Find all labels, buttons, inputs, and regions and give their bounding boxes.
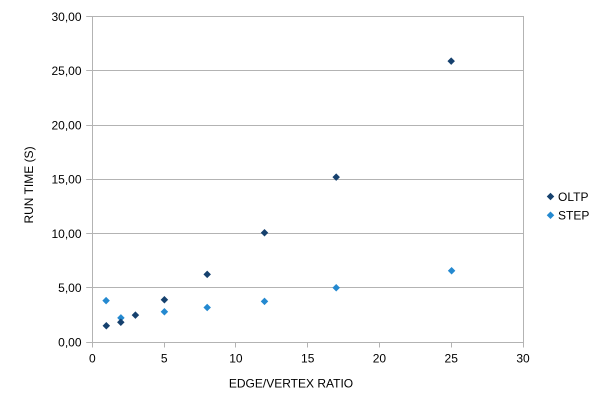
svg-text:10: 10 bbox=[229, 352, 243, 366]
svg-text:RUN TIME (S): RUN TIME (S) bbox=[22, 146, 36, 223]
svg-text:0: 0 bbox=[89, 352, 96, 366]
svg-text:20: 20 bbox=[373, 352, 387, 366]
svg-text:15: 15 bbox=[301, 352, 315, 366]
svg-text:EDGE/VERTEX RATIO: EDGE/VERTEX RATIO bbox=[229, 376, 353, 390]
svg-text:20,00: 20,00 bbox=[51, 118, 81, 132]
svg-text:0,00: 0,00 bbox=[58, 335, 82, 349]
svg-text:15,00: 15,00 bbox=[51, 173, 81, 187]
svg-text:25,00: 25,00 bbox=[51, 64, 81, 78]
svg-text:5,00: 5,00 bbox=[58, 281, 82, 295]
svg-text:10,00: 10,00 bbox=[51, 227, 81, 241]
svg-text:25: 25 bbox=[445, 352, 459, 366]
svg-text:30: 30 bbox=[516, 352, 530, 366]
svg-text:OLTP: OLTP bbox=[558, 190, 588, 204]
svg-text:5: 5 bbox=[161, 352, 168, 366]
svg-text:STEP: STEP bbox=[558, 209, 589, 223]
svg-text:30,00: 30,00 bbox=[51, 10, 81, 24]
